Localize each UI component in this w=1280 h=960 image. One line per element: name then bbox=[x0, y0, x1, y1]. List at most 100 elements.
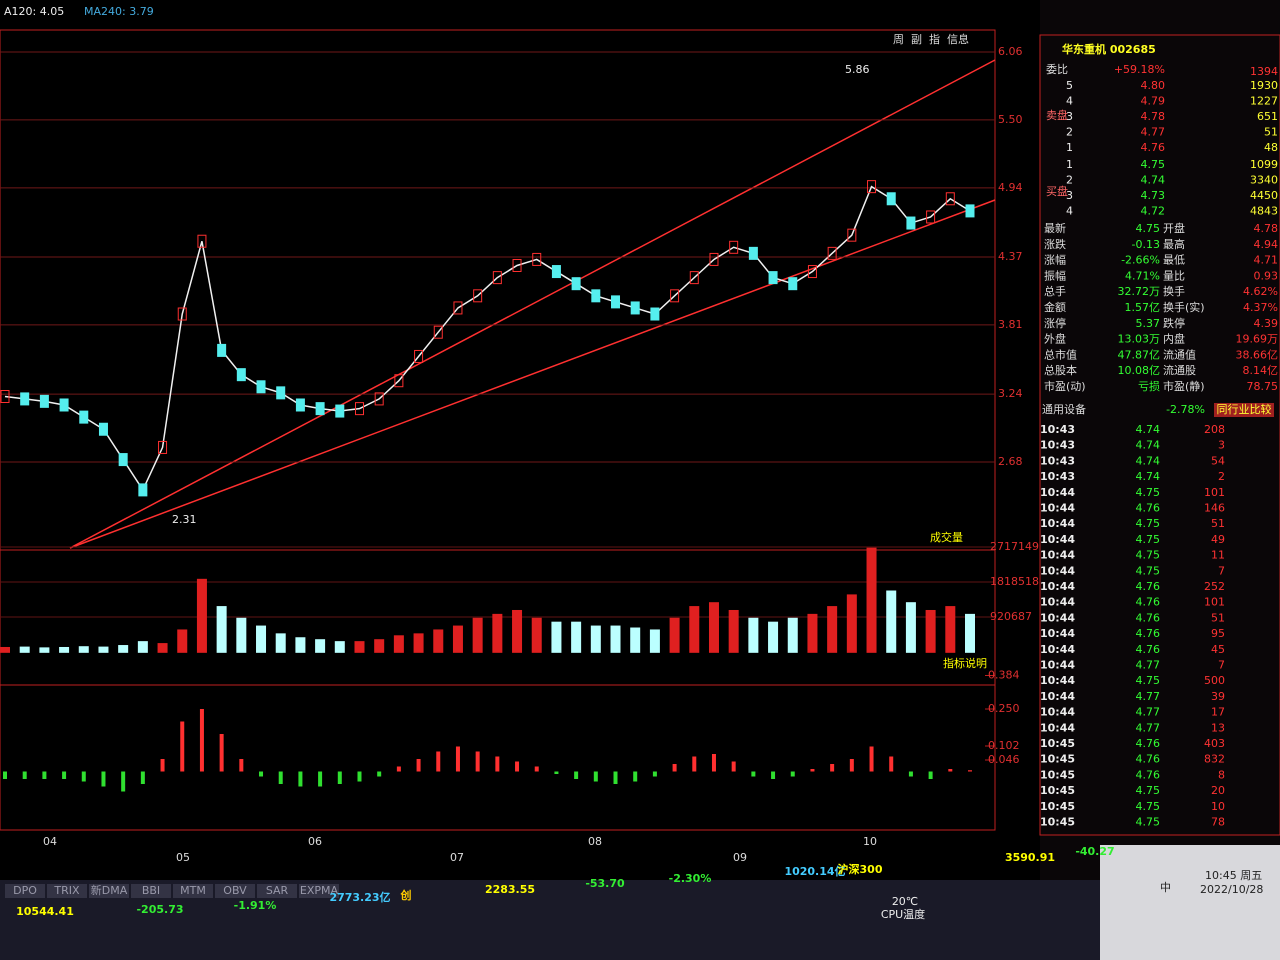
stat-value: 38.66亿 bbox=[1236, 348, 1279, 361]
stat-value: 13.03万 bbox=[1118, 333, 1161, 346]
candle bbox=[965, 204, 975, 218]
stat-value: 47.87亿 bbox=[1118, 348, 1161, 361]
candle bbox=[807, 265, 817, 279]
macd-bar bbox=[692, 756, 697, 772]
candle bbox=[0, 389, 10, 403]
tick-price: 4.77 bbox=[1136, 659, 1161, 672]
tick-time: 10:44 bbox=[1040, 564, 1075, 577]
tab[interactable] bbox=[299, 884, 339, 898]
x-tick-label: 07 bbox=[450, 851, 464, 864]
tick-time: 10:44 bbox=[1040, 690, 1075, 703]
candle bbox=[709, 252, 719, 266]
level: 4 bbox=[1066, 205, 1073, 218]
y-tick-label: 4.37 bbox=[998, 250, 1023, 263]
level: 4 bbox=[1066, 95, 1073, 108]
level: 1 bbox=[1066, 158, 1073, 171]
tick-volume: 7 bbox=[1218, 564, 1225, 577]
level: 1 bbox=[1066, 141, 1073, 154]
tick-price: 4.76 bbox=[1136, 753, 1161, 766]
chart-area bbox=[0, 0, 1040, 880]
toolbar-button[interactable]: 周 bbox=[893, 33, 904, 46]
volume-bar bbox=[118, 645, 129, 653]
stat-value: 4.94 bbox=[1254, 238, 1279, 251]
stat-label: 流通值 bbox=[1163, 347, 1196, 361]
stat-value: 19.69万 bbox=[1236, 333, 1279, 346]
volume: 1099 bbox=[1250, 158, 1278, 171]
x-tick-label: 05 bbox=[176, 851, 190, 864]
volume-bar bbox=[177, 629, 188, 653]
stat-label: 跌停 bbox=[1163, 316, 1185, 330]
toolbar-button[interactable]: 信息 bbox=[947, 32, 969, 46]
tick-time: 10:44 bbox=[1040, 721, 1075, 734]
tab-label[interactable]: DPO bbox=[13, 884, 37, 897]
stat-value: 4.71 bbox=[1254, 254, 1279, 267]
price: 4.77 bbox=[1141, 126, 1166, 139]
tab[interactable] bbox=[5, 884, 45, 898]
candle bbox=[729, 240, 739, 254]
tab[interactable] bbox=[131, 884, 171, 898]
stat-value: 4.62% bbox=[1243, 285, 1278, 298]
button-label[interactable]: 同行业比较 bbox=[1217, 402, 1272, 416]
stat-label: 外盘 bbox=[1044, 332, 1066, 346]
macd-bar bbox=[337, 771, 342, 784]
label: 委比 bbox=[1046, 63, 1068, 76]
toolbar-button[interactable]: 副 bbox=[911, 33, 922, 46]
macd-bar bbox=[672, 764, 677, 772]
candle bbox=[670, 289, 680, 303]
volume-bar bbox=[551, 621, 562, 653]
candle bbox=[433, 325, 443, 339]
macd-bar bbox=[416, 759, 421, 772]
tab[interactable] bbox=[47, 884, 87, 898]
y-tick-label: 2717149 bbox=[990, 540, 1039, 553]
stat-value: 1.57亿 bbox=[1125, 301, 1161, 314]
tab-label[interactable]: MTM bbox=[180, 884, 206, 897]
stat-label: 流通股 bbox=[1163, 363, 1196, 377]
macd-bar bbox=[298, 771, 303, 787]
macd-bar bbox=[810, 769, 815, 772]
stat-value: -2.66% bbox=[1121, 254, 1160, 267]
tab[interactable] bbox=[89, 884, 129, 898]
volume-bar bbox=[630, 627, 641, 653]
macd-bar bbox=[830, 764, 835, 772]
volume-bar bbox=[433, 629, 444, 653]
tick-price: 4.76 bbox=[1136, 611, 1161, 624]
volume-bar bbox=[905, 602, 916, 653]
volume-bar bbox=[216, 606, 227, 653]
tab[interactable] bbox=[257, 884, 297, 898]
tick-price: 4.76 bbox=[1136, 737, 1161, 750]
volume-bar bbox=[98, 646, 109, 653]
y-tick-label: 4.94 bbox=[998, 181, 1023, 194]
y-tick-label: 2.68 bbox=[998, 455, 1023, 468]
candle bbox=[374, 392, 384, 406]
tick-volume: 146 bbox=[1204, 502, 1225, 515]
tab-label[interactable]: OBV bbox=[223, 884, 247, 897]
tick-time: 10:44 bbox=[1040, 611, 1075, 624]
tab[interactable] bbox=[215, 884, 255, 898]
tab-label[interactable]: TRIX bbox=[53, 884, 80, 897]
volume-bar bbox=[512, 609, 523, 653]
tick-volume: 78 bbox=[1211, 816, 1225, 829]
clock-date: 2022/10/28 bbox=[1200, 883, 1263, 896]
tab-label[interactable]: EXPMA bbox=[300, 884, 339, 897]
ticker-value: -1.91% bbox=[234, 899, 277, 912]
macd-bar bbox=[889, 756, 894, 772]
tick-volume: 10 bbox=[1211, 800, 1225, 813]
tab-label[interactable]: 新DMA bbox=[91, 883, 128, 897]
tab-label[interactable]: SAR bbox=[266, 884, 289, 897]
tab[interactable] bbox=[173, 884, 213, 898]
tick-time: 10:44 bbox=[1040, 549, 1075, 562]
macd-bar bbox=[849, 759, 854, 772]
candle bbox=[788, 277, 798, 291]
tab-label[interactable]: BBI bbox=[142, 884, 160, 897]
frames bbox=[0, 29, 1280, 836]
candle bbox=[79, 410, 89, 424]
price-line bbox=[4, 185, 971, 492]
volume-bar bbox=[728, 609, 739, 653]
tick-time: 10:44 bbox=[1040, 486, 1075, 499]
tick-price: 4.76 bbox=[1136, 502, 1161, 515]
macd-bar bbox=[121, 771, 126, 792]
button[interactable] bbox=[1214, 403, 1274, 417]
macd-bar bbox=[948, 769, 953, 772]
toolbar-button[interactable]: 指 bbox=[929, 32, 940, 46]
macd-bar bbox=[278, 771, 283, 784]
